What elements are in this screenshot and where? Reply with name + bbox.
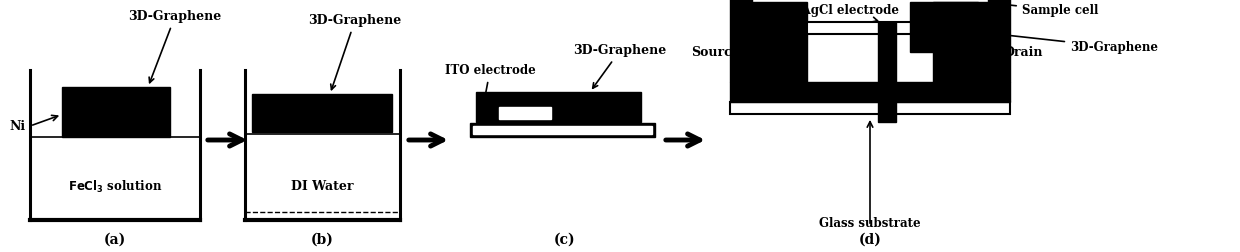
Bar <box>476 92 641 122</box>
Bar <box>730 102 1011 114</box>
Bar <box>472 126 652 134</box>
Bar <box>807 22 932 34</box>
Text: (d): (d) <box>858 233 882 247</box>
Bar <box>470 123 655 137</box>
Bar <box>910 2 978 52</box>
Bar <box>730 82 1011 102</box>
Bar <box>932 2 988 82</box>
Text: 3D-Graphene: 3D-Graphene <box>573 44 667 88</box>
Text: Glass substrate: Glass substrate <box>820 217 921 230</box>
Bar <box>62 87 170 137</box>
Bar <box>498 107 551 119</box>
Bar <box>252 94 392 132</box>
Text: Ag/AgCl electrode: Ag/AgCl electrode <box>780 4 899 22</box>
Text: Ni: Ni <box>10 119 26 133</box>
Text: ITO electrode: ITO electrode <box>445 64 536 118</box>
Text: (b): (b) <box>310 233 334 247</box>
Text: $\mathbf{FeCl_3}$ solution: $\mathbf{FeCl_3}$ solution <box>68 179 162 195</box>
Bar <box>751 2 807 82</box>
Bar <box>988 0 1011 82</box>
Text: Source: Source <box>691 46 740 58</box>
Text: (c): (c) <box>554 233 575 247</box>
Text: 3D-Graphene: 3D-Graphene <box>982 31 1158 53</box>
Text: 3D-Graphene: 3D-Graphene <box>129 10 222 83</box>
Bar <box>878 22 897 122</box>
Text: 3D-Graphene: 3D-Graphene <box>309 14 402 90</box>
Text: Sample cell: Sample cell <box>1004 3 1099 17</box>
Text: DI Water: DI Water <box>290 180 353 194</box>
Bar <box>730 0 751 82</box>
Text: Drain: Drain <box>1003 46 1043 58</box>
Text: (a): (a) <box>104 233 126 247</box>
